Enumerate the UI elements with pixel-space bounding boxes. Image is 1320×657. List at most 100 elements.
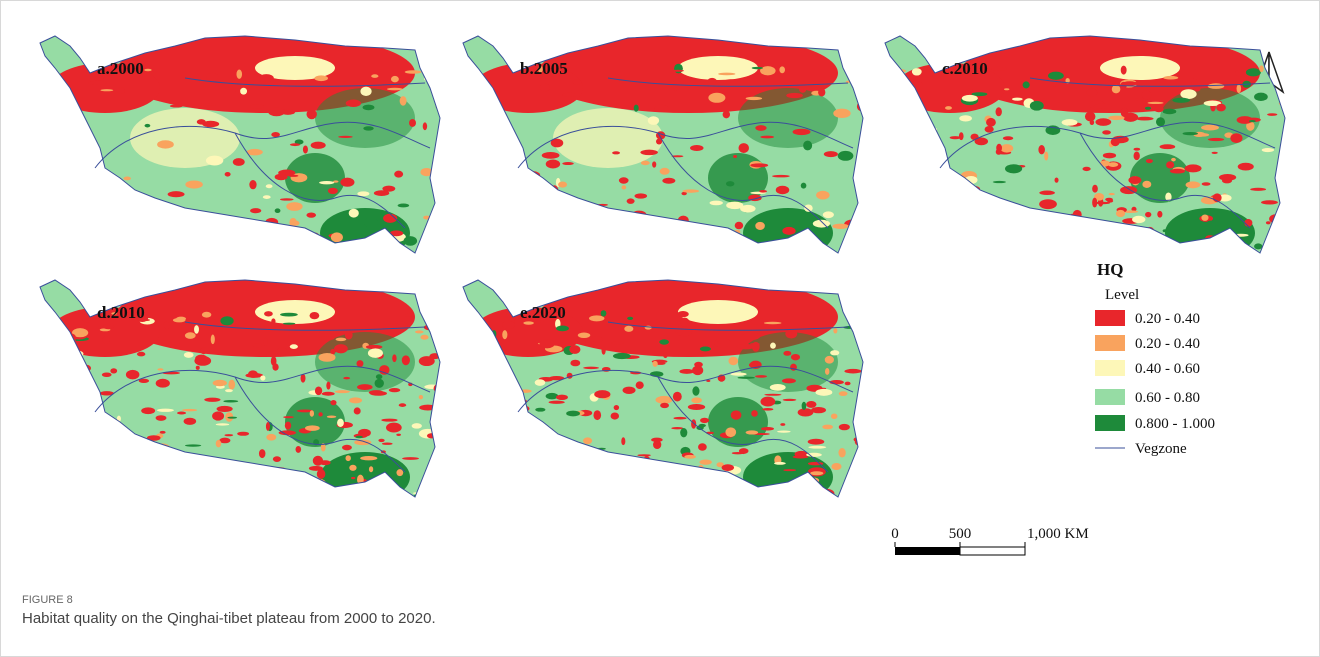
map-speck <box>271 492 279 501</box>
map-speck <box>808 446 826 449</box>
map-speck <box>419 356 435 366</box>
map-speck <box>726 181 734 186</box>
map-speck <box>779 66 785 73</box>
map-speck <box>755 222 765 230</box>
map-speck <box>346 100 361 107</box>
map-speck <box>157 368 163 370</box>
map-speck <box>280 313 298 317</box>
map-speck <box>1102 130 1111 134</box>
map-speck <box>663 352 667 358</box>
map-speck <box>1182 246 1191 255</box>
map-speck <box>337 419 344 427</box>
map-speck <box>1105 198 1113 201</box>
map-speck <box>290 344 298 349</box>
map-speck <box>908 158 913 164</box>
map-speck <box>730 373 746 376</box>
map-speck <box>764 322 782 325</box>
map-speck <box>752 67 763 69</box>
map-speck <box>357 384 373 390</box>
map-speck <box>157 409 174 412</box>
map-speck <box>387 88 402 91</box>
map-speck <box>1156 117 1165 126</box>
map-speck <box>660 403 669 408</box>
map-speck <box>319 353 336 362</box>
map-speck <box>436 104 449 109</box>
map-speck <box>546 393 559 399</box>
map-speck <box>816 191 830 200</box>
map-speck <box>369 492 378 499</box>
map-speck <box>631 489 639 497</box>
map-speck <box>960 196 973 205</box>
map-speck <box>718 73 735 76</box>
map-speck <box>728 357 738 365</box>
map-patch <box>708 397 768 447</box>
map-speck <box>322 392 335 396</box>
map-speck <box>806 401 816 408</box>
map-speck <box>1163 76 1178 80</box>
map-speck <box>523 431 527 433</box>
map-speck <box>259 449 265 458</box>
map-speck <box>825 356 834 364</box>
map-speck <box>505 455 515 460</box>
map-speck <box>797 490 801 492</box>
map-speck <box>430 225 444 232</box>
map-speck <box>224 434 233 436</box>
map-speck <box>391 76 399 82</box>
map-speck <box>220 219 234 225</box>
map-speck <box>1123 113 1138 122</box>
map-speck <box>540 83 550 91</box>
map-speck <box>1244 219 1252 227</box>
map-speck <box>653 440 661 449</box>
map-speck <box>738 143 748 153</box>
map-speck <box>463 387 467 391</box>
map-speck <box>930 249 934 255</box>
map-speck <box>548 222 558 232</box>
scale-label: 1,000 KM <box>1027 526 1089 542</box>
map-speck <box>88 82 94 85</box>
map-speck <box>486 446 498 451</box>
map-speck <box>832 224 848 229</box>
map-speck <box>624 326 633 332</box>
map-speck <box>312 479 325 487</box>
map-speck <box>31 92 41 94</box>
map-speck <box>502 437 519 439</box>
map-speck <box>764 394 781 396</box>
map-speck <box>97 488 112 494</box>
map-speck <box>994 208 1008 217</box>
map-speck <box>457 487 472 494</box>
map-speck <box>678 491 686 500</box>
map-speck <box>157 140 174 148</box>
map-speck <box>1048 72 1064 80</box>
map-speck <box>49 450 60 452</box>
map-speck <box>593 410 601 420</box>
map-speck <box>1237 84 1242 93</box>
map-speck <box>379 365 389 375</box>
map-speck <box>48 370 60 378</box>
map-speck <box>346 246 357 249</box>
map-speck <box>746 430 759 434</box>
map-speck <box>602 367 611 372</box>
map-speck <box>204 398 220 402</box>
map-speck <box>196 366 200 370</box>
map-speck <box>290 143 300 146</box>
map-speck <box>1044 151 1048 160</box>
map-speck <box>123 177 131 181</box>
map-speck <box>1259 65 1263 72</box>
map-speck <box>912 177 919 180</box>
map-speck <box>686 492 695 497</box>
map-speck <box>550 469 558 473</box>
map-speck <box>838 448 845 457</box>
map-speck <box>1042 98 1049 102</box>
map-speck <box>54 445 59 449</box>
map-speck <box>272 363 278 370</box>
map-speck <box>546 484 560 488</box>
map-speck <box>864 439 870 446</box>
map-speck <box>985 126 994 133</box>
map-speck <box>690 145 703 151</box>
map-speck <box>783 490 789 495</box>
map-speck <box>1083 236 1097 241</box>
map-speck <box>1087 89 1098 97</box>
map-speck <box>959 132 964 140</box>
map-speck <box>1038 145 1045 154</box>
map-speck <box>163 208 178 214</box>
